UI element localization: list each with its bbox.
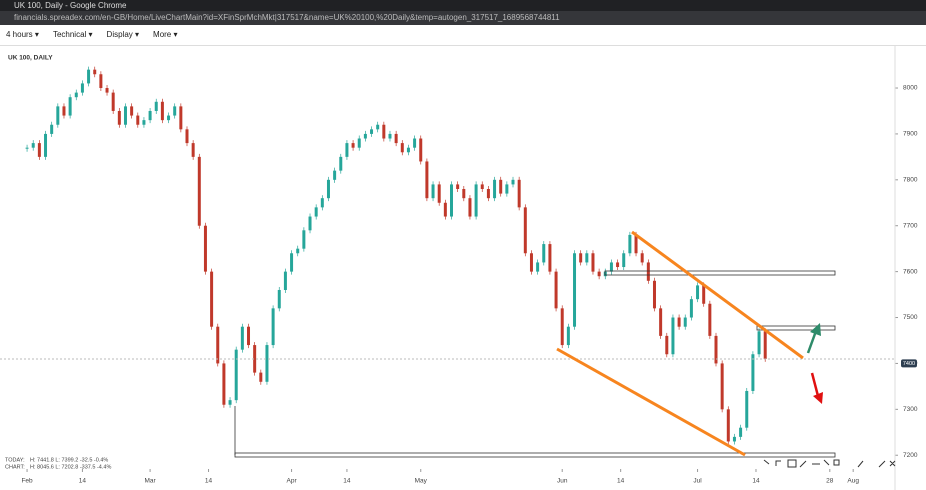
address-bar[interactable]: financials.spreadex.com/en-GB/Home/LiveC… [0,11,926,25]
x-tick-label: 28 [826,478,834,485]
x-tick-label: Feb [21,478,33,485]
y-tick-label: 7700 [903,222,918,229]
chart-title: UK 100, DAILY [8,55,53,62]
chart: UK 100, DAILY TODAY: H: 7441.8 L: 7399.2… [0,46,918,490]
price-marker-label: 7400 [903,361,915,367]
y-tick-label: 7900 [903,131,918,138]
stats-label: TODAY: [5,457,25,463]
x-tick-label: Aug [847,478,859,485]
x-tick-label: Mar [144,478,156,485]
drawings [0,46,896,490]
x-tick-label: 14 [79,478,87,485]
x-tick-label: Jul [693,478,702,485]
y-tick-label: 8000 [903,85,918,92]
y-tick-label: 7600 [903,268,918,275]
toolbar-menu[interactable]: 4 hours ▾ [6,30,39,39]
y-tick-label: 7200 [903,452,918,459]
stats-chart: H: 8045.6 L: 7202.8 -337.5 -4.4% [30,464,111,470]
price-marker [901,359,917,368]
x-tick-label: 14 [617,478,625,485]
window-title: UK 100, Daily - Google Chrome [0,0,926,11]
toolbar: 4 hours ▾ Technical ▾ Display ▾ More ▾ [0,25,926,46]
x-tick-label: 14 [205,478,213,485]
stats-today: H: 7441.8 L: 7399.2 -32.5 -0.4% [30,457,108,463]
x-tick-label: 14 [343,478,351,485]
x-tick-label: Apr [287,478,298,485]
toolbar-menu[interactable]: Technical ▾ [52,30,93,39]
y-tick-label: 7300 [903,406,918,413]
x-tick-label: Jun [557,478,568,485]
y-tick-label: 7800 [903,177,918,184]
x-tick-label: May [415,478,428,485]
y-tick-label: 7500 [903,314,918,321]
toolbar-menu[interactable]: Display ▾ [106,30,140,39]
toolbar-menu[interactable]: More ▾ [153,30,178,39]
x-tick-label: 14 [752,478,760,485]
stats-label: CHART: [5,464,25,470]
